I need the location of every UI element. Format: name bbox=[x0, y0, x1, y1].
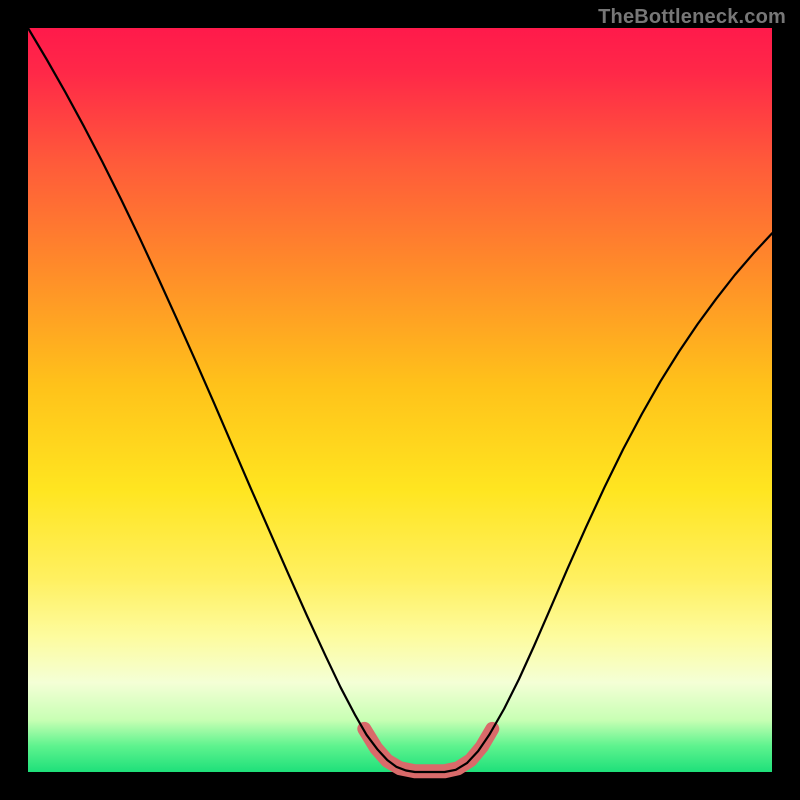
bottleneck-chart bbox=[0, 0, 800, 800]
chart-canvas: TheBottleneck.com bbox=[0, 0, 800, 800]
watermark-label: TheBottleneck.com bbox=[598, 6, 786, 29]
plot-background bbox=[28, 28, 772, 772]
